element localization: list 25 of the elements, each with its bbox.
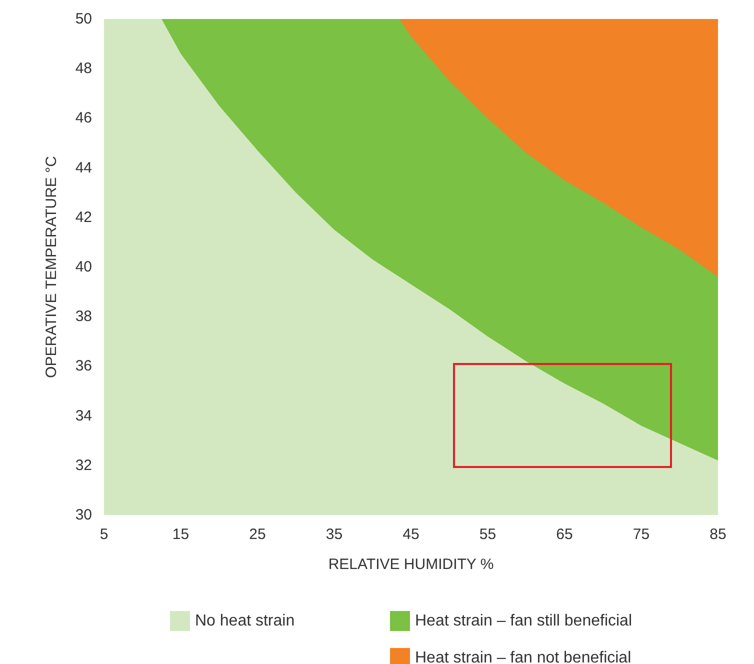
legend-label: Heat strain – fan not beneficial — [415, 650, 632, 664]
y-tick-label: 40 — [75, 258, 92, 276]
y-tick-label: 50 — [75, 10, 92, 28]
x-tick-label: 25 — [249, 526, 266, 543]
legend-label: Heat strain – fan still beneficial — [415, 612, 632, 630]
x-axis-title: RELATIVE HUMIDITY % — [328, 556, 494, 573]
x-tick-label: 45 — [402, 526, 420, 543]
y-tick-label: 30 — [75, 506, 92, 524]
y-tick-label: 42 — [75, 208, 92, 226]
y-tick-label: 48 — [75, 60, 92, 78]
x-tick-label: 35 — [326, 526, 343, 543]
x-tick-label: 65 — [556, 526, 573, 543]
y-tick-label: 36 — [75, 358, 92, 375]
y-tick-label: 34 — [75, 407, 92, 424]
x-tick-label: 55 — [479, 526, 496, 543]
x-tick-label: 15 — [172, 526, 190, 543]
legend-label: No heat strain — [195, 612, 295, 630]
x-tick-label: 5 — [100, 526, 108, 543]
y-tick-label: 38 — [75, 308, 92, 326]
y-tick-label: 46 — [75, 110, 92, 127]
y-tick-label: 32 — [75, 456, 92, 474]
x-tick-label: 85 — [710, 526, 726, 543]
y-tick-label: 44 — [75, 159, 92, 176]
y-axis-title: OPERATIVE TEMPERATURE °C — [43, 156, 60, 378]
x-tick-label: 75 — [632, 526, 650, 543]
